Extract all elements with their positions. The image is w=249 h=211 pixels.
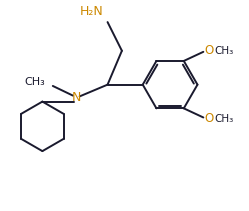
Text: O: O	[205, 112, 214, 125]
Text: O: O	[205, 44, 214, 57]
Text: N: N	[72, 91, 81, 104]
Text: CH₃: CH₃	[214, 46, 234, 56]
Text: CH₃: CH₃	[214, 114, 234, 123]
Text: CH₃: CH₃	[24, 77, 45, 87]
Text: H₂N: H₂N	[80, 5, 104, 18]
